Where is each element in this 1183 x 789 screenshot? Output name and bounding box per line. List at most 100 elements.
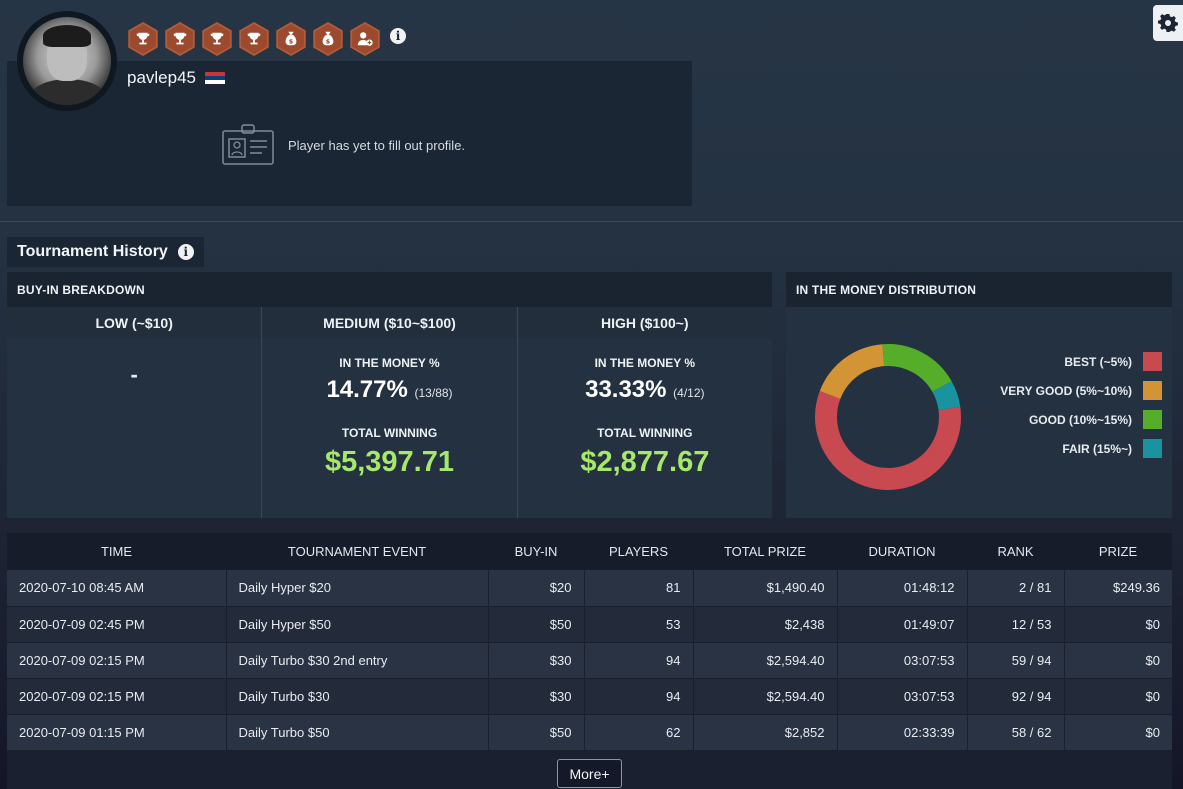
cell-total-prize: $2,438 (693, 606, 838, 643)
cell-rank: 2 / 81 (967, 570, 1065, 607)
cell-event: Daily Turbo $30 (226, 678, 489, 715)
cell-buy-in: $50 (488, 606, 585, 643)
total-winning-value: $5,397.71 (324, 446, 454, 478)
cell-duration: 02:33:39 (837, 714, 968, 751)
table-row[interactable]: 2020-07-09 02:15 PM Daily Turbo $30 $30 … (7, 678, 1172, 715)
tournament-history-title: Tournament History (17, 243, 168, 260)
buyin-low-value: - (130, 362, 138, 387)
col-time[interactable]: TIME (100, 544, 133, 559)
col-rank[interactable]: RANK (997, 544, 1034, 559)
cell-rank: 58 / 62 (967, 714, 1065, 751)
cell-players: 94 (584, 678, 694, 715)
trophy-icon[interactable] (128, 22, 158, 56)
buyin-breakdown-title: BUY-IN BREAKDOWN (7, 272, 772, 307)
legend-swatch (1143, 410, 1162, 429)
legend-item-good: GOOD (10%~15%) (1000, 405, 1162, 434)
avatar[interactable] (17, 11, 117, 111)
cell-total-prize: $2,852 (693, 714, 838, 751)
cell-players: 81 (584, 570, 694, 607)
cell-duration: 03:07:53 (837, 678, 968, 715)
itm-label: IN THE MONEY % (339, 356, 440, 370)
empty-profile-text: Player has yet to fill out profile. (288, 137, 466, 153)
money-bag-icon[interactable]: $ (313, 22, 343, 56)
col-prize[interactable]: PRIZE (1098, 544, 1138, 559)
legend-swatch (1143, 439, 1162, 458)
cell-buy-in: $30 (488, 642, 585, 679)
cell-prize: $0 (1064, 714, 1172, 751)
tournament-history-header: Tournament History i (7, 237, 204, 267)
table-row[interactable]: 2020-07-09 02:15 PM Daily Turbo $30 2nd … (7, 642, 1172, 679)
info-icon[interactable]: i (390, 28, 406, 44)
cell-prize: $0 (1064, 606, 1172, 643)
cell-time: 2020-07-10 08:45 AM (7, 570, 227, 607)
itm-ratio: (13/88) (414, 386, 453, 400)
cell-event: Daily Turbo $50 (226, 714, 489, 751)
col-duration[interactable]: DURATION (868, 544, 936, 559)
legend-item-best: BEST (~5%) (1000, 347, 1162, 376)
itm-percentage: 33.33% (4/12) (585, 376, 705, 403)
cell-total-prize: $2,594.40 (693, 678, 838, 715)
total-winning-value: $2,877.67 (580, 446, 710, 478)
table-header-row: TIME TOURNAMENT EVENT BUY-IN PLAYERS TOT… (7, 533, 1172, 570)
section-divider (0, 221, 1183, 222)
cell-event: Daily Hyper $20 (226, 570, 489, 607)
table-row[interactable]: 2020-07-09 02:45 PM Daily Hyper $50 $50 … (7, 606, 1172, 643)
cell-total-prize: $1,490.40 (693, 570, 838, 607)
col-tournament-event[interactable]: TOURNAMENT EVENT (287, 544, 427, 559)
cell-prize: $249.36 (1064, 570, 1172, 607)
more-button[interactable]: More+ (557, 759, 622, 788)
itm-distribution-panel: IN THE MONEY DISTRIBUTION BEST (~5%) VER… (786, 272, 1172, 518)
buyin-high-label: HIGH ($100~) (517, 307, 772, 338)
trophy-icon[interactable] (239, 22, 269, 56)
cell-buy-in: $30 (488, 678, 585, 715)
user-add-icon[interactable] (350, 22, 380, 56)
cell-time: 2020-07-09 02:15 PM (7, 678, 227, 715)
buyin-breakdown-panel: BUY-IN BREAKDOWN LOW (~$10) - MEDIUM ($1… (7, 272, 772, 518)
donut-slice-very-good[interactable] (815, 344, 961, 490)
itm-distribution-title: IN THE MONEY DISTRIBUTION (786, 272, 1172, 307)
total-winning-label: TOTAL WINNING (597, 426, 693, 440)
username-text: pavlep45 (127, 68, 197, 87)
avatar-photo (23, 17, 111, 105)
tournament-table-container: TIME TOURNAMENT EVENT BUY-IN PLAYERS TOT… (7, 533, 1172, 789)
cell-event: Daily Hyper $50 (226, 606, 489, 643)
table-row[interactable]: 2020-07-09 01:15 PM Daily Turbo $50 $50 … (7, 714, 1172, 751)
svg-text:$: $ (289, 39, 293, 46)
buyin-low-label: LOW (~$10) (7, 307, 262, 338)
cell-duration: 01:48:12 (837, 570, 968, 607)
achievement-badges: $ $ i (127, 22, 406, 56)
legend-swatch (1143, 352, 1162, 371)
trophy-icon[interactable] (202, 22, 232, 56)
legend-swatch (1143, 381, 1162, 400)
donut-slice-best[interactable] (815, 344, 961, 490)
cell-duration: 03:07:53 (837, 642, 968, 679)
cell-players: 53 (584, 606, 694, 643)
itm-percentage: 14.77% (13/88) (326, 376, 453, 403)
cell-event: Daily Turbo $30 2nd entry (226, 642, 489, 679)
gear-icon (1158, 13, 1178, 32)
col-buy-in[interactable]: BUY-IN (514, 544, 558, 559)
col-players[interactable]: PLAYERS (608, 544, 668, 559)
legend-item-fair: FAIR (15%~) (1000, 434, 1162, 463)
cell-players: 62 (584, 714, 694, 751)
cell-buy-in: $20 (488, 570, 585, 607)
itm-label: IN THE MONEY % (594, 356, 696, 370)
table-row[interactable]: 2020-07-10 08:45 AM Daily Hyper $20 $20 … (7, 570, 1172, 607)
money-bag-icon[interactable]: $ (276, 22, 306, 56)
id-card-icon (222, 124, 274, 165)
cell-buy-in: $50 (488, 714, 585, 751)
buyin-medium-column: MEDIUM ($10~$100) IN THE MONEY % 14.77% … (262, 307, 518, 518)
info-icon[interactable]: i (177, 244, 194, 260)
cell-rank: 12 / 53 (967, 606, 1065, 643)
cell-prize: $0 (1064, 642, 1172, 679)
settings-button[interactable] (1153, 5, 1183, 41)
serbia-flag-icon (205, 71, 226, 85)
legend-item-very-good: VERY GOOD (5%~10%) (1000, 376, 1162, 405)
total-winning-label: TOTAL WINNING (341, 426, 438, 440)
cell-time: 2020-07-09 02:45 PM (7, 606, 227, 643)
cell-time: 2020-07-09 01:15 PM (7, 714, 227, 751)
trophy-icon[interactable] (165, 22, 195, 56)
col-total-prize[interactable]: TOTAL PRIZE (723, 544, 807, 559)
svg-text:$: $ (326, 39, 330, 46)
tournament-table: TIME TOURNAMENT EVENT BUY-IN PLAYERS TOT… (7, 533, 1172, 751)
